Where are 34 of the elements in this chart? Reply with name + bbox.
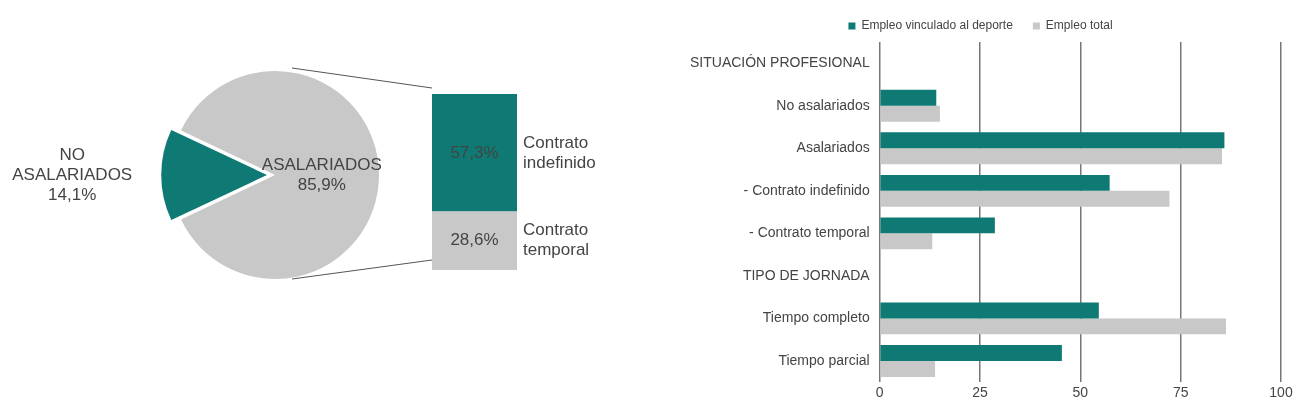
x-tick-label: 0 <box>875 384 884 401</box>
bar <box>880 105 940 122</box>
x-tick-label: 50 <box>1072 384 1089 401</box>
bar <box>880 318 1227 335</box>
bar <box>880 360 936 377</box>
y-tick-label: TIPO DE JORNADA <box>742 266 871 283</box>
slice-label: ASALARIADOS <box>261 154 382 174</box>
y-tick-label: Tiempo completo <box>762 309 870 326</box>
y-tick-label: - Contrato indefinido <box>743 181 870 198</box>
series-label: Contrato indefinido <box>523 132 596 172</box>
x-tick-label: 75 <box>1172 384 1189 401</box>
slice-label: NO ASALARIADOS <box>12 144 133 184</box>
data-label: 28,6% <box>450 230 499 250</box>
bar <box>880 148 1223 165</box>
x-tick-label: 100 <box>1269 384 1293 401</box>
series-label: Contrato temporal <box>523 220 590 260</box>
x-tick-label: 25 <box>972 384 989 401</box>
y-tick-label: No asalariados <box>776 96 870 113</box>
bar <box>880 233 933 250</box>
data-label: 85,9% <box>297 174 346 194</box>
y-tick-label: - Contrato temporal <box>749 224 870 241</box>
bar <box>880 89 937 106</box>
bar <box>880 302 1099 319</box>
bar <box>880 174 1110 191</box>
data-label: 14,1% <box>48 184 97 204</box>
bar <box>880 344 1062 361</box>
bar <box>880 217 995 234</box>
y-tick-label: SITUACIÓN PROFESIONAL <box>689 54 870 71</box>
bar <box>880 132 1225 149</box>
y-tick-label: Tiempo parcial <box>778 351 870 368</box>
bar <box>880 190 1170 207</box>
y-tick-label: Asalariados <box>796 139 870 156</box>
legend-label: Empleo total <box>1045 18 1113 33</box>
legend-label: Empleo vinculado al deporte <box>861 18 1014 33</box>
